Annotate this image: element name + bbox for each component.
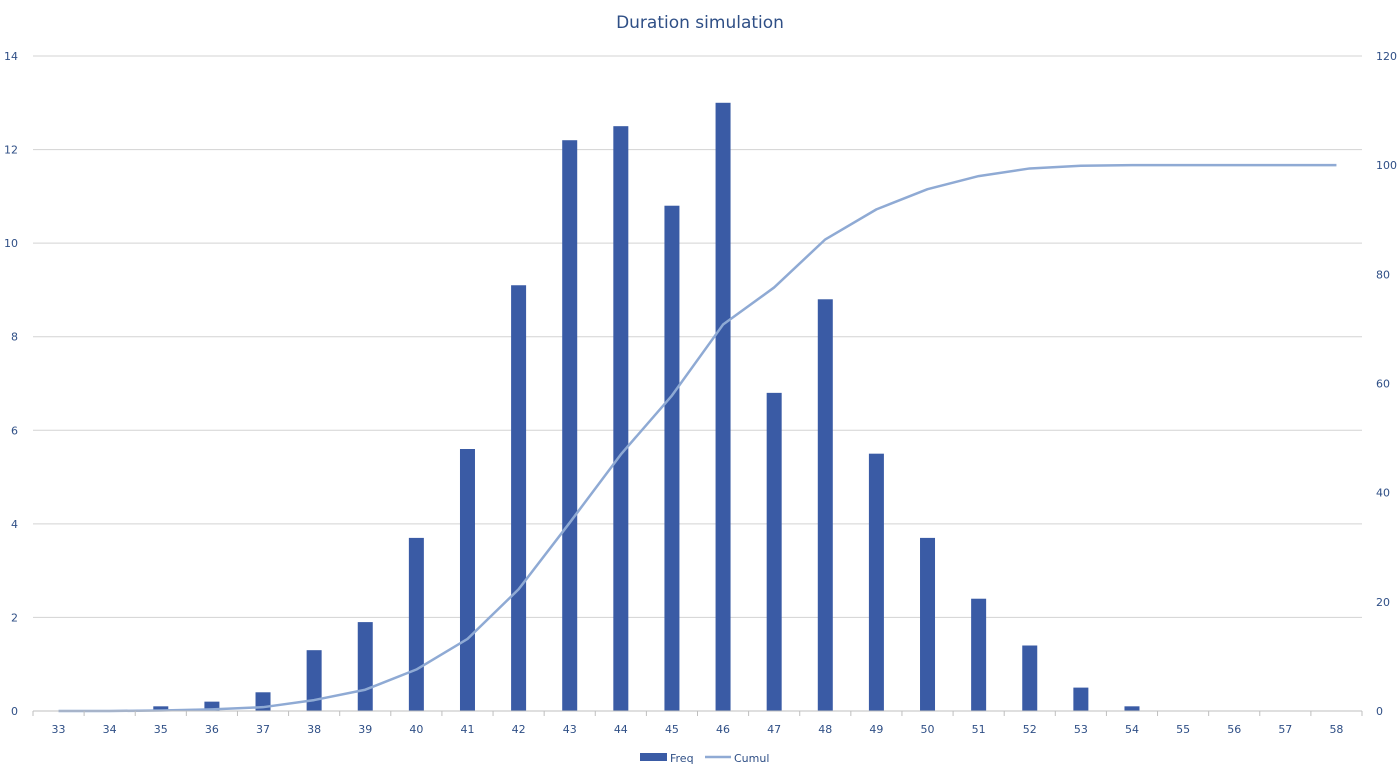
- y2-tick-label: 100: [1376, 159, 1397, 172]
- cumul-line: [58, 163, 1337, 713]
- freq-bar: [408, 537, 424, 711]
- freq-bar: [664, 205, 680, 711]
- x-tick-label: 47: [767, 723, 781, 736]
- y-tick-label: 6: [11, 424, 18, 437]
- freq-bar: [1073, 687, 1089, 711]
- legend-swatch-freq: [640, 753, 667, 761]
- y2-tick-label: 120: [1376, 50, 1397, 63]
- x-tick-label: 35: [154, 723, 168, 736]
- x-tick-label: 56: [1227, 723, 1241, 736]
- freq-bar: [613, 126, 629, 711]
- chart-title: Duration simulation: [616, 13, 784, 33]
- freq-bar: [817, 299, 833, 711]
- freq-bar: [357, 622, 373, 711]
- x-tick-label: 38: [307, 723, 321, 736]
- freq-bars: [153, 102, 1140, 712]
- x-tick-label: 48: [818, 723, 832, 736]
- y-tick-label: 0: [11, 705, 18, 718]
- x-tick-label: 42: [512, 723, 526, 736]
- x-tick-label: 33: [52, 723, 66, 736]
- freq-bar: [153, 706, 169, 711]
- y-tick-label: 8: [11, 331, 18, 344]
- y2-tick-label: 60: [1376, 378, 1390, 391]
- y2-tick-label: 80: [1376, 268, 1390, 281]
- x-tick-label: 43: [563, 723, 577, 736]
- x-tick-label: 40: [409, 723, 423, 736]
- x-tick-label: 50: [921, 723, 935, 736]
- freq-bar: [971, 598, 987, 711]
- y-tick-label: 4: [11, 518, 18, 531]
- cumul-line-layer: [58, 163, 1337, 713]
- freq-bar: [1022, 645, 1038, 711]
- freq-bar: [306, 650, 322, 711]
- x-tick-label: 58: [1329, 723, 1343, 736]
- x-tick-label: 34: [103, 723, 117, 736]
- y2-tick-label: 20: [1376, 596, 1390, 609]
- x-tick-label: 37: [256, 723, 270, 736]
- x-tick-label: 41: [460, 723, 474, 736]
- x-tick-label: 44: [614, 723, 628, 736]
- x-tick-label: 53: [1074, 723, 1088, 736]
- x-tick-label: 36: [205, 723, 219, 736]
- x-tick-label: 49: [869, 723, 883, 736]
- x-tick-label: 52: [1023, 723, 1037, 736]
- freq-bar: [715, 102, 731, 712]
- freq-bar: [511, 285, 527, 711]
- legend-label-freq: Freq: [670, 752, 694, 765]
- x-tick-label: 45: [665, 723, 679, 736]
- y2-tick-label: 0: [1376, 705, 1383, 718]
- y-tick-label: 10: [4, 237, 18, 250]
- freq-bar: [204, 701, 220, 711]
- y-tick-label: 14: [4, 50, 18, 63]
- freq-bar: [868, 453, 884, 711]
- y-tick-label: 12: [4, 144, 18, 157]
- y2-tick-label: 40: [1376, 487, 1390, 500]
- freq-bar: [459, 449, 475, 711]
- legend: Freq Cumul: [640, 752, 769, 765]
- freq-bar: [920, 537, 936, 711]
- x-tick-label: 46: [716, 723, 730, 736]
- x-tick-label: 54: [1125, 723, 1139, 736]
- x-tick-label: 55: [1176, 723, 1190, 736]
- freq-bar: [1124, 706, 1140, 711]
- x-tick-label: 51: [972, 723, 986, 736]
- freq-bar: [562, 140, 578, 711]
- x-tick-label: 39: [358, 723, 372, 736]
- gridlines: [33, 55, 1362, 618]
- freq-bar: [766, 392, 782, 711]
- legend-label-cumul: Cumul: [734, 752, 769, 765]
- y-tick-label: 2: [11, 611, 18, 624]
- x-tick-label: 57: [1278, 723, 1292, 736]
